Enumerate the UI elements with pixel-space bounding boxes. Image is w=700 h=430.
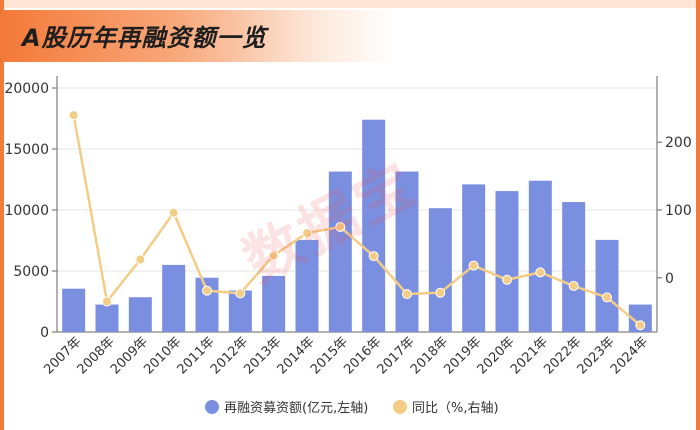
legend-label-bars: 再融资募资额(亿元,左轴) (224, 401, 368, 416)
bar (228, 290, 252, 332)
right-frame-border (696, 0, 700, 430)
chart-title: A股历年再融资额一览 (22, 24, 267, 52)
yoy-point (268, 250, 279, 261)
yoy-point (402, 289, 412, 300)
bar (95, 304, 119, 332)
yoy-point (602, 292, 612, 303)
yoy-point (235, 288, 246, 299)
yoy-line (72, 114, 642, 327)
bar (528, 180, 552, 332)
bar (162, 264, 186, 332)
yoy-point (168, 207, 179, 218)
left-frame-border (0, 0, 4, 430)
yoy-point (535, 267, 546, 278)
bar (628, 304, 652, 332)
yoy-point (135, 254, 146, 265)
bar (128, 297, 152, 332)
legend-label-line: 同比（%,右轴) (412, 401, 499, 416)
x-tick-label: 2024年 (608, 334, 651, 377)
bar (462, 184, 486, 332)
yoy-point (368, 251, 379, 262)
bar (395, 171, 419, 332)
left-tick-label: 10000 (4, 203, 49, 219)
legend-marker-bars (205, 400, 219, 414)
yoy-point (102, 296, 112, 307)
right-tick-label: 100 (665, 203, 692, 219)
left-tick-label: 5000 (13, 264, 49, 280)
yoy-point (202, 285, 212, 296)
bar (295, 239, 319, 332)
yoy-point (435, 287, 446, 298)
yoy-point (68, 110, 79, 121)
bar (328, 171, 352, 332)
yoy-point (502, 274, 512, 285)
top-frame-strip (0, 0, 700, 8)
bar (595, 239, 619, 332)
left-tick-label: 20000 (4, 81, 49, 97)
left-tick-label: 15000 (4, 142, 49, 158)
bar (62, 288, 86, 332)
legend-marker-line (393, 400, 407, 414)
bar (562, 202, 586, 332)
bar (495, 191, 519, 332)
yoy-point (302, 228, 312, 239)
yoy-point (568, 280, 579, 291)
bar (428, 208, 452, 332)
right-tick-label: 200 (665, 135, 692, 151)
title-banner (4, 10, 396, 62)
bar (362, 119, 386, 332)
right-tick-label: 0 (665, 271, 674, 287)
yoy-point (468, 260, 479, 271)
yoy-point (635, 320, 646, 331)
left-tick-label: 0 (40, 325, 49, 341)
bar (262, 275, 286, 332)
yoy-point (335, 221, 346, 232)
